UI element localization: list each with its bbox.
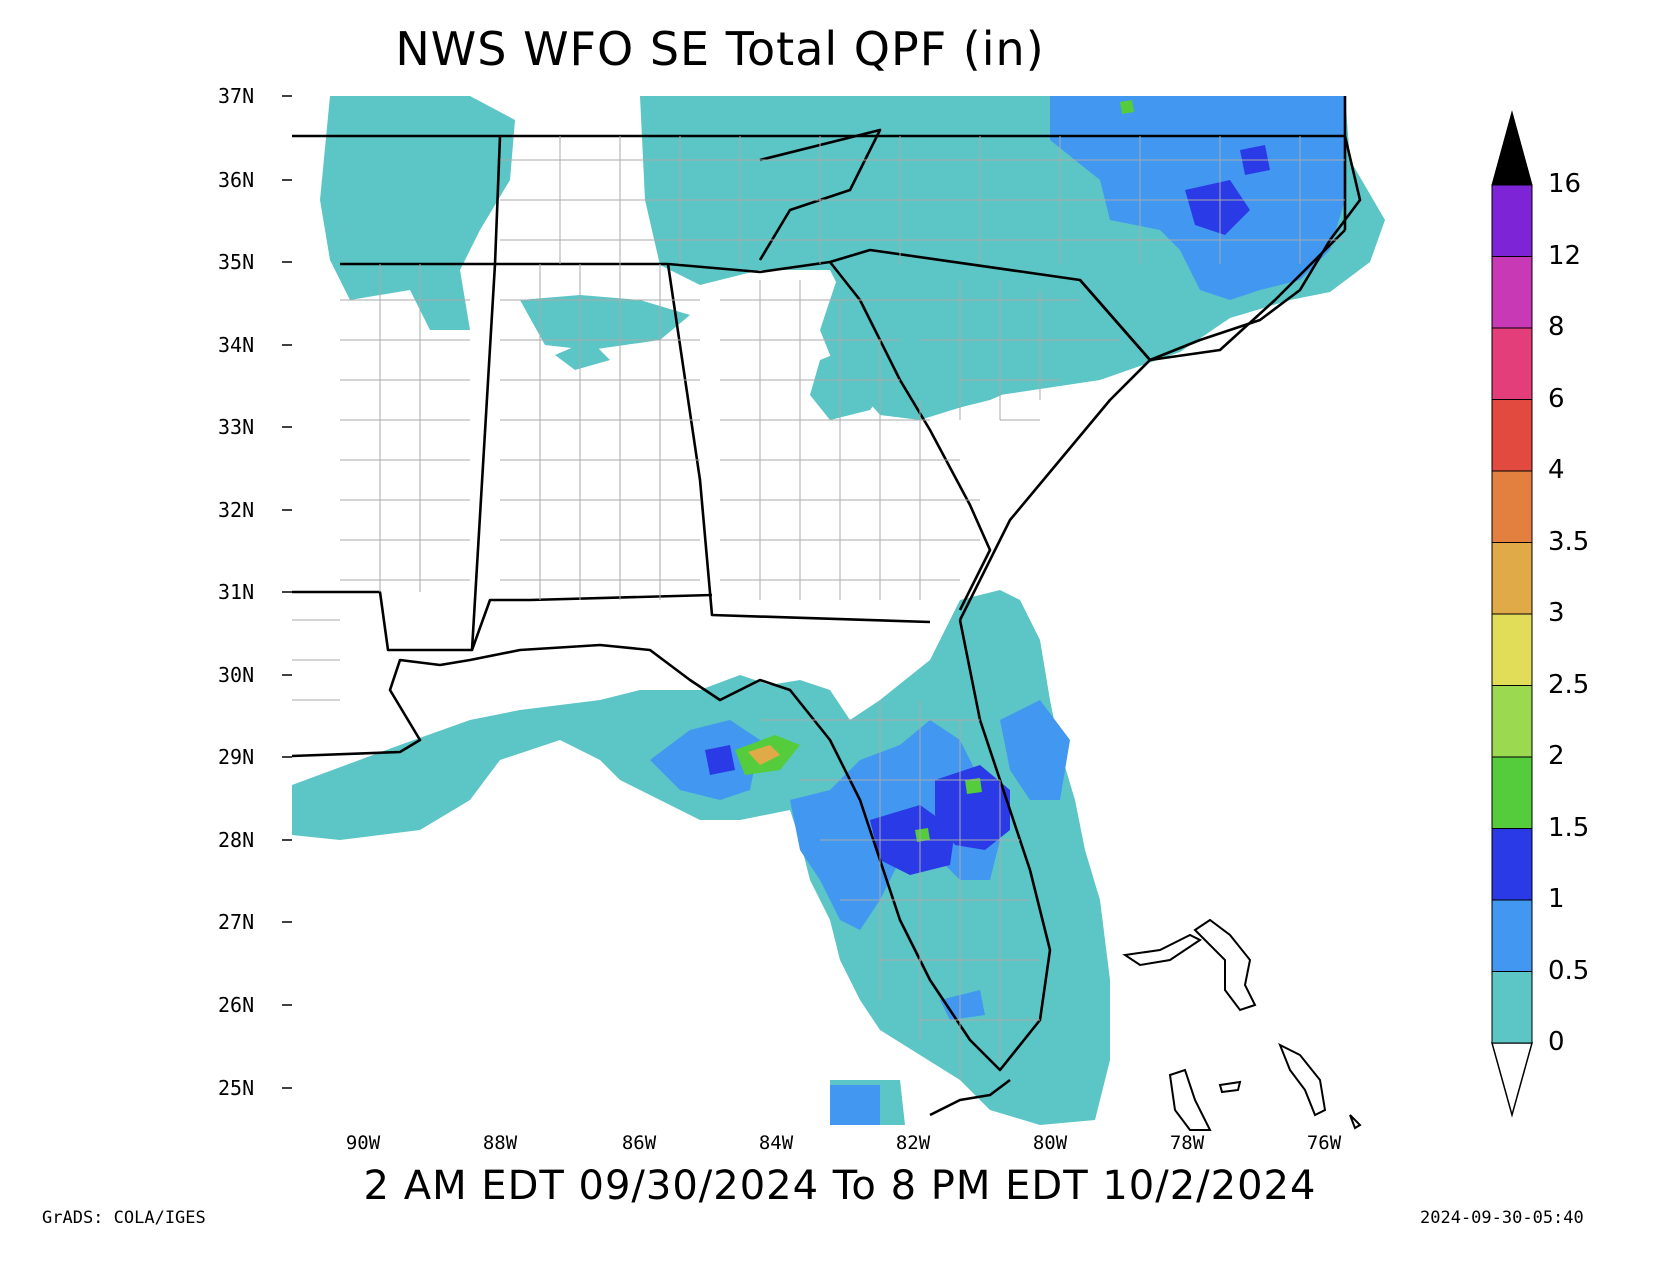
colorbar-bin (1491, 685, 1533, 758)
lat-label: 36N (218, 168, 255, 192)
colorbar-label: 8 (1548, 312, 1565, 342)
lat-label: 26N (218, 993, 255, 1017)
colorbar (1491, 110, 1533, 1118)
lat-label: 29N (218, 745, 255, 769)
colorbar-label: 3.5 (1548, 526, 1590, 557)
lon-label: 78W (1169, 1132, 1205, 1154)
county-grid (292, 136, 1345, 1080)
colorbar-bottom-arrow (1491, 1042, 1533, 1118)
qpf-shading-peak (735, 100, 1134, 842)
colorbar-bin (1491, 756, 1533, 829)
generated-timestamp: 2024-09-30-05:40 (1420, 1208, 1584, 1228)
colorbar-bin (1491, 184, 1533, 257)
map-axis-ticks (282, 95, 292, 1089)
lat-label: 28N (218, 828, 255, 852)
colorbar-label: 0 (1548, 1027, 1565, 1057)
lat-label: 32N (218, 498, 255, 522)
colorbar-bin (1491, 470, 1533, 543)
colorbar-label: 2.5 (1548, 669, 1590, 700)
colorbar-label: 16 (1548, 169, 1582, 199)
colorbar-bin (1491, 613, 1533, 686)
lon-label: 86W (621, 1132, 657, 1154)
colorbar-label: 4 (1548, 455, 1565, 485)
valid-period: 2 AM EDT 09/30/2024 To 8 PM EDT 10/2/202… (363, 1163, 1317, 1209)
colorbar-bin (1491, 399, 1533, 472)
lon-label: 80W (1032, 1132, 1068, 1154)
lon-label: 82W (895, 1132, 931, 1154)
colorbar-label: 6 (1548, 383, 1565, 414)
colorbar-label: 3 (1548, 598, 1565, 628)
lon-label: 76W (1306, 1132, 1342, 1154)
state-boundaries (291, 96, 1362, 1117)
lon-label: 84W (758, 1132, 794, 1154)
lat-label: 27N (218, 910, 255, 934)
colorbar-bin (1491, 828, 1533, 901)
colorbar-label: 1 (1548, 884, 1565, 914)
qpf-shading-heavy (705, 145, 1270, 875)
lat-label: 37N (218, 84, 255, 108)
lat-label: 31N (218, 580, 255, 604)
colorbar-label: 0.5 (1548, 955, 1590, 986)
lat-label: 33N (218, 415, 255, 439)
lon-label: 90W (345, 1132, 381, 1154)
colorbar-top-arrow (1491, 110, 1533, 186)
colorbar-label: 2 (1548, 741, 1565, 771)
software-credit: GrADS: COLA/IGES (42, 1208, 206, 1228)
colorbar-bin (1491, 971, 1533, 1044)
bahamas-outline (1122, 918, 1362, 1131)
colorbar-bin (1491, 256, 1533, 329)
lon-label: 88W (482, 1132, 518, 1154)
colorbar-bin (1491, 327, 1533, 400)
lat-label: 30N (218, 663, 255, 687)
lat-label: 35N (218, 250, 255, 274)
colorbar-label: 12 (1548, 240, 1582, 271)
colorbar-bin (1491, 899, 1533, 972)
lat-label: 25N (218, 1076, 255, 1100)
lat-label: 34N (218, 333, 255, 357)
map-title: NWS WFO SE Total QPF (in) (395, 22, 1045, 76)
colorbar-label: 1.5 (1548, 812, 1590, 843)
colorbar-bin (1491, 542, 1533, 615)
